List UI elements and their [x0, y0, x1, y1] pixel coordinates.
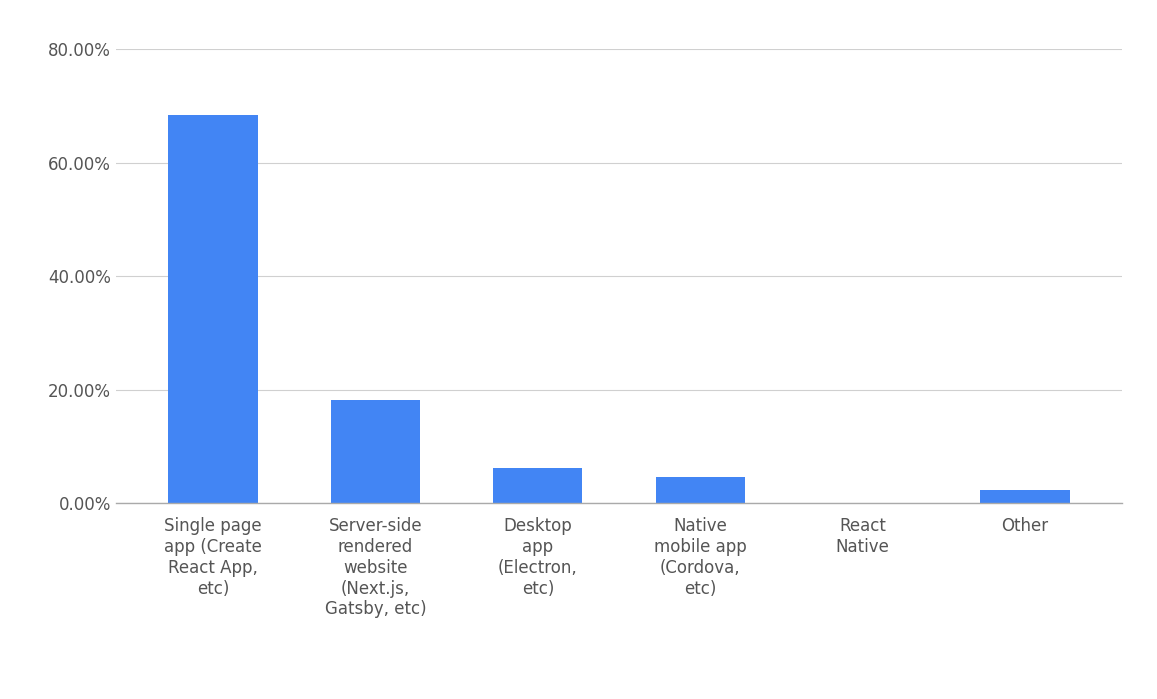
Bar	[656, 477, 745, 503]
Bar	[980, 489, 1069, 503]
Bar	[331, 400, 420, 503]
Bar	[493, 468, 582, 503]
Bar	[169, 115, 258, 503]
